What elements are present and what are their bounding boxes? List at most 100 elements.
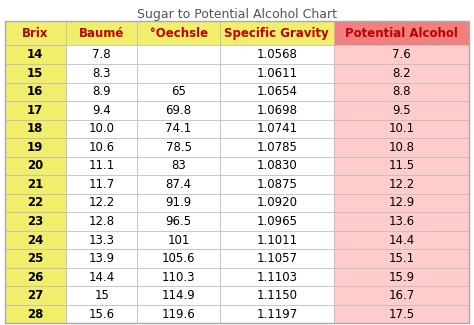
Text: 1.1197: 1.1197 xyxy=(256,307,298,320)
Bar xyxy=(5,83,66,101)
Bar xyxy=(334,138,469,157)
Text: 21: 21 xyxy=(27,178,44,191)
Bar xyxy=(66,194,137,212)
Text: 15.9: 15.9 xyxy=(389,270,415,283)
Text: 83: 83 xyxy=(171,159,186,172)
Bar xyxy=(334,286,469,305)
Bar xyxy=(66,249,137,268)
Bar xyxy=(137,194,220,212)
Text: 27: 27 xyxy=(27,289,44,302)
Bar xyxy=(66,21,137,46)
Text: 9.5: 9.5 xyxy=(392,104,411,117)
Text: 19: 19 xyxy=(27,141,44,154)
Text: 1.0920: 1.0920 xyxy=(256,196,297,209)
Text: 1.0654: 1.0654 xyxy=(256,85,297,98)
Bar xyxy=(66,120,137,138)
Text: 16: 16 xyxy=(27,85,44,98)
Text: 16.7: 16.7 xyxy=(389,289,415,302)
Bar xyxy=(220,268,334,286)
Bar xyxy=(220,249,334,268)
Text: 7.8: 7.8 xyxy=(92,48,111,61)
Bar xyxy=(334,21,469,46)
Bar xyxy=(66,101,137,120)
Bar xyxy=(66,157,137,175)
Bar xyxy=(5,286,66,305)
Text: 26: 26 xyxy=(27,270,44,283)
Bar xyxy=(334,231,469,249)
Bar xyxy=(66,305,137,323)
Text: 110.3: 110.3 xyxy=(162,270,195,283)
Bar xyxy=(334,120,469,138)
Text: 10.8: 10.8 xyxy=(389,141,415,154)
Bar xyxy=(5,21,66,46)
Bar xyxy=(5,46,66,64)
Bar xyxy=(137,212,220,231)
Bar xyxy=(5,231,66,249)
Text: 25: 25 xyxy=(27,252,44,265)
Bar xyxy=(334,83,469,101)
Bar xyxy=(137,120,220,138)
Text: 17.5: 17.5 xyxy=(389,307,415,320)
Text: 74.1: 74.1 xyxy=(165,122,191,135)
Text: Baumé: Baumé xyxy=(79,27,124,40)
Bar xyxy=(5,138,66,157)
Text: 14.4: 14.4 xyxy=(89,270,115,283)
Bar xyxy=(220,231,334,249)
Bar xyxy=(334,175,469,194)
Text: Brix: Brix xyxy=(22,27,48,40)
Bar xyxy=(220,83,334,101)
Bar xyxy=(5,64,66,83)
Text: 7.6: 7.6 xyxy=(392,48,411,61)
Text: 1.0568: 1.0568 xyxy=(256,48,297,61)
Text: 14.4: 14.4 xyxy=(389,233,415,246)
Bar xyxy=(334,64,469,83)
Bar xyxy=(334,46,469,64)
Bar xyxy=(334,101,469,120)
Bar xyxy=(334,249,469,268)
Text: 65: 65 xyxy=(171,85,186,98)
Text: 11.7: 11.7 xyxy=(89,178,115,191)
Bar xyxy=(5,175,66,194)
Text: 114.9: 114.9 xyxy=(162,289,195,302)
Bar xyxy=(66,83,137,101)
Text: 15.6: 15.6 xyxy=(89,307,115,320)
Text: 1.1011: 1.1011 xyxy=(256,233,297,246)
Text: 11.1: 11.1 xyxy=(89,159,115,172)
Bar xyxy=(220,212,334,231)
Bar xyxy=(137,268,220,286)
Text: °Oechsle: °Oechsle xyxy=(149,27,208,40)
Text: 101: 101 xyxy=(167,233,190,246)
Bar xyxy=(137,286,220,305)
Bar xyxy=(5,101,66,120)
Bar xyxy=(220,194,334,212)
Text: 23: 23 xyxy=(27,215,44,228)
Text: 1.0875: 1.0875 xyxy=(256,178,297,191)
Text: 1.1103: 1.1103 xyxy=(256,270,297,283)
Bar xyxy=(5,305,66,323)
Bar xyxy=(334,268,469,286)
Bar xyxy=(220,138,334,157)
Bar xyxy=(5,212,66,231)
Text: 17: 17 xyxy=(27,104,44,117)
Text: 13.9: 13.9 xyxy=(89,252,115,265)
Bar xyxy=(137,231,220,249)
Bar xyxy=(334,212,469,231)
Text: 1.0785: 1.0785 xyxy=(256,141,297,154)
Text: 91.9: 91.9 xyxy=(165,196,191,209)
Text: 14: 14 xyxy=(27,48,44,61)
Bar xyxy=(137,157,220,175)
Bar xyxy=(220,305,334,323)
Text: 15: 15 xyxy=(94,289,109,302)
Bar xyxy=(137,138,220,157)
Text: 10.1: 10.1 xyxy=(389,122,415,135)
Bar xyxy=(137,249,220,268)
Bar xyxy=(220,21,334,46)
Text: 22: 22 xyxy=(27,196,44,209)
Text: 69.8: 69.8 xyxy=(165,104,191,117)
Bar xyxy=(5,157,66,175)
Text: 18: 18 xyxy=(27,122,44,135)
Bar xyxy=(334,157,469,175)
Bar xyxy=(220,101,334,120)
Text: 96.5: 96.5 xyxy=(165,215,191,228)
Text: 12.2: 12.2 xyxy=(389,178,415,191)
